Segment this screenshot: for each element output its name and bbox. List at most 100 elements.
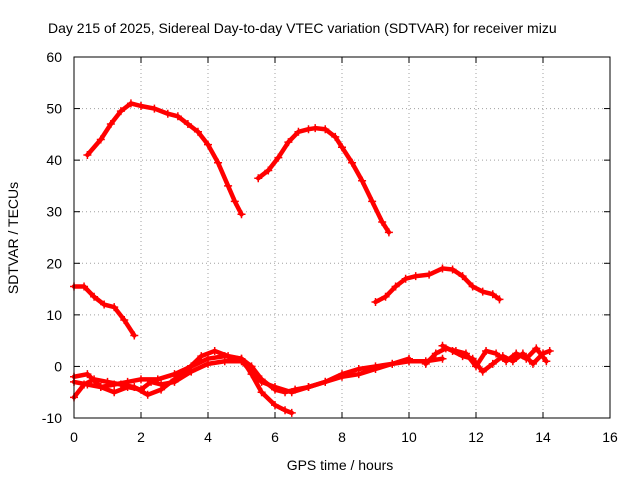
data-point [204,140,212,149]
y-tick-label: 20 [46,255,62,271]
y-tick-label: 10 [46,307,62,323]
data-point [378,218,387,227]
data-point [371,362,380,371]
data-point [371,297,380,306]
data-point [425,270,434,279]
x-tick-label: 10 [401,429,417,445]
data-point [495,295,504,304]
x-axis-label: GPS time / hours [287,457,394,473]
data-point [381,292,390,301]
series-trace [440,343,552,374]
data-point [83,150,92,159]
data-point [401,274,410,283]
data-point [173,112,182,121]
data-point [287,388,296,397]
data-point [431,349,440,358]
data-point [247,367,256,376]
data-point [220,357,229,366]
x-tick-label: 16 [602,429,618,445]
data-point [147,377,156,386]
data-point [338,370,346,379]
data-point [311,124,320,133]
data-point [143,390,152,399]
data-point [284,138,293,147]
data-point [438,264,447,273]
data-point [482,346,491,355]
series-trace [71,356,412,395]
data-point [532,344,541,353]
data-point [137,375,145,384]
data-point [488,359,497,368]
data-point [137,101,145,110]
series-arc-3 [371,264,504,306]
x-tick-label: 8 [338,429,346,445]
series-arc-9 [438,341,554,376]
series-trace [373,266,502,305]
data-point [254,174,263,183]
data-point [103,377,112,386]
data-point [321,377,330,386]
data-point [120,316,129,325]
data-point [358,176,367,185]
x-tick-label: 14 [535,429,551,445]
data-point [384,228,393,237]
data-point [368,197,377,206]
data-point [438,341,447,350]
data-point [281,406,290,415]
chart-title: Day 215 of 2025, Sidereal Day-to-day VTE… [48,20,557,36]
data-point [468,282,477,291]
data-point [488,290,497,299]
data-point [545,346,554,355]
series-arc-6 [70,346,296,417]
data-point [130,331,139,340]
data-point [116,380,125,389]
y-tick-label: 30 [46,204,62,220]
data-point [110,388,119,397]
x-tick-label: 6 [271,429,279,445]
x-tick-label: 12 [468,429,484,445]
data-point [193,127,202,136]
series-arc-2 [254,124,393,237]
data-point [96,135,105,144]
data-point [271,383,279,392]
x-axis-ticks: 0 2 4 6 8 10 12 14 16 [70,57,618,445]
data-point [448,265,457,274]
data-point [421,359,430,368]
data-point [348,158,357,167]
series-trace [85,101,244,217]
series-trace [71,284,137,338]
data-point [264,166,273,175]
data-point [468,354,477,363]
y-tick-label: 40 [46,152,62,168]
data-point [478,367,487,376]
data-point [123,383,132,392]
data-point [539,349,547,358]
data-point [237,357,246,366]
data-point [458,272,467,281]
data-point [137,385,145,394]
data-point [274,153,283,162]
data-point [237,210,246,219]
data-point [528,359,537,368]
data-point [287,408,296,417]
data-point [187,367,196,376]
y-axis-label: SDTVAR / TECUs [5,182,21,294]
data-point [388,359,397,368]
data-point [542,357,551,366]
data-point [126,99,135,108]
y-tick-label: 60 [46,49,62,65]
data-point [96,383,105,392]
data-point [204,359,212,368]
data-point [80,380,89,389]
data-point [224,352,233,361]
data-point [391,282,400,291]
data-point [331,132,340,141]
data-point [214,158,223,167]
y-tick-label: 0 [54,358,62,374]
data-point [411,272,420,281]
data-point [257,388,266,397]
series-trace [256,125,392,235]
series-arc-4 [70,282,139,340]
data-point [304,383,313,392]
